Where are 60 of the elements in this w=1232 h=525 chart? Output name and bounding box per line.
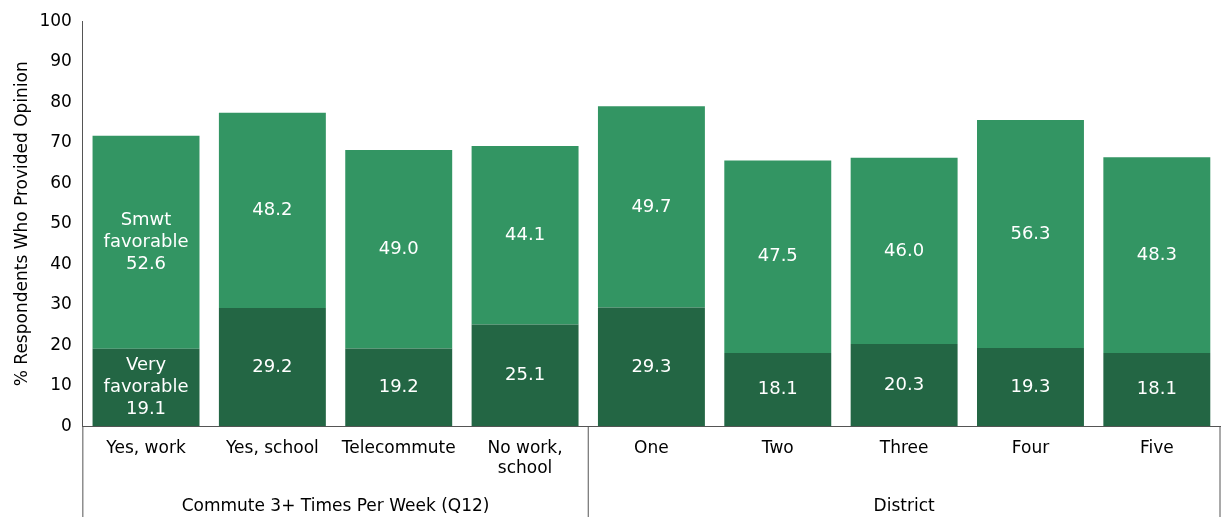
bar bbox=[597, 307, 705, 427]
data-label: 29.3 bbox=[631, 354, 672, 376]
data-label: 18.1 bbox=[1136, 377, 1177, 399]
bar bbox=[1103, 157, 1211, 353]
data-label: 49.7 bbox=[631, 194, 672, 216]
y-tick-label: 50 bbox=[50, 212, 72, 233]
data-label: 19.2 bbox=[378, 374, 419, 396]
bar bbox=[977, 120, 1084, 349]
data-label: 49.0 bbox=[378, 236, 419, 258]
y-tick-label: 20 bbox=[50, 333, 72, 354]
data-label: 20.3 bbox=[884, 372, 925, 394]
data-label: 48.3 bbox=[1136, 242, 1177, 264]
data-label: 47.5 bbox=[757, 244, 798, 266]
data-label: 19.3 bbox=[1010, 374, 1051, 396]
text: District bbox=[873, 494, 935, 515]
x-tick-label: No work, school bbox=[487, 436, 563, 478]
x-tick-label: Two bbox=[760, 436, 794, 457]
y-tick-label: 90 bbox=[50, 50, 72, 71]
x-tick-label: Four bbox=[1011, 436, 1050, 457]
x-tick-label: Three bbox=[878, 436, 929, 457]
bar bbox=[471, 324, 579, 427]
bar bbox=[471, 145, 579, 325]
x-tick-label: Five bbox=[1139, 436, 1174, 457]
data-label: 19.1 bbox=[125, 397, 167, 419]
x-tick-label: Telecommute bbox=[340, 436, 456, 457]
y-tick-label: 0 bbox=[61, 414, 72, 435]
data-label: 48.2 bbox=[252, 198, 293, 220]
y-tick-label: 100 bbox=[39, 9, 72, 30]
y-tick-label: 30 bbox=[50, 293, 72, 314]
bar bbox=[345, 149, 453, 349]
bar bbox=[850, 157, 958, 344]
data-label: 25.1 bbox=[505, 363, 546, 385]
x-tick-label: Yes, work bbox=[105, 436, 186, 457]
series-label: Very favorable bbox=[103, 353, 189, 397]
bar bbox=[92, 135, 200, 349]
y-axis-title: % Respondents Who Provided Opinion bbox=[10, 61, 31, 387]
bar bbox=[345, 348, 453, 427]
bar bbox=[724, 352, 832, 427]
y-tick-label: 60 bbox=[50, 171, 72, 192]
data-label: 52.6 bbox=[125, 252, 167, 273]
bar bbox=[218, 307, 326, 427]
bar bbox=[850, 343, 958, 427]
data-label: 46.0 bbox=[884, 238, 925, 260]
bar bbox=[597, 106, 705, 308]
text: Commute 3+ Times Per Week (Q12) bbox=[181, 494, 490, 515]
data-label: 56.3 bbox=[1010, 221, 1051, 243]
bar bbox=[977, 348, 1084, 427]
y-tick-label: 70 bbox=[50, 131, 72, 152]
series-label: Smwt favorable bbox=[103, 208, 189, 251]
bar bbox=[724, 160, 832, 353]
x-tick-label: One bbox=[634, 436, 669, 457]
bar bbox=[218, 112, 326, 308]
data-label: 18.1 bbox=[757, 377, 798, 399]
y-tick-label: 40 bbox=[50, 252, 72, 273]
data-label: 29.2 bbox=[252, 354, 293, 376]
data-label: 44.1 bbox=[505, 222, 546, 244]
y-tick-label: 10 bbox=[50, 374, 72, 395]
bar bbox=[1103, 352, 1211, 427]
y-tick-label: 80 bbox=[50, 90, 72, 111]
x-tick-label: Yes, school bbox=[224, 436, 319, 457]
